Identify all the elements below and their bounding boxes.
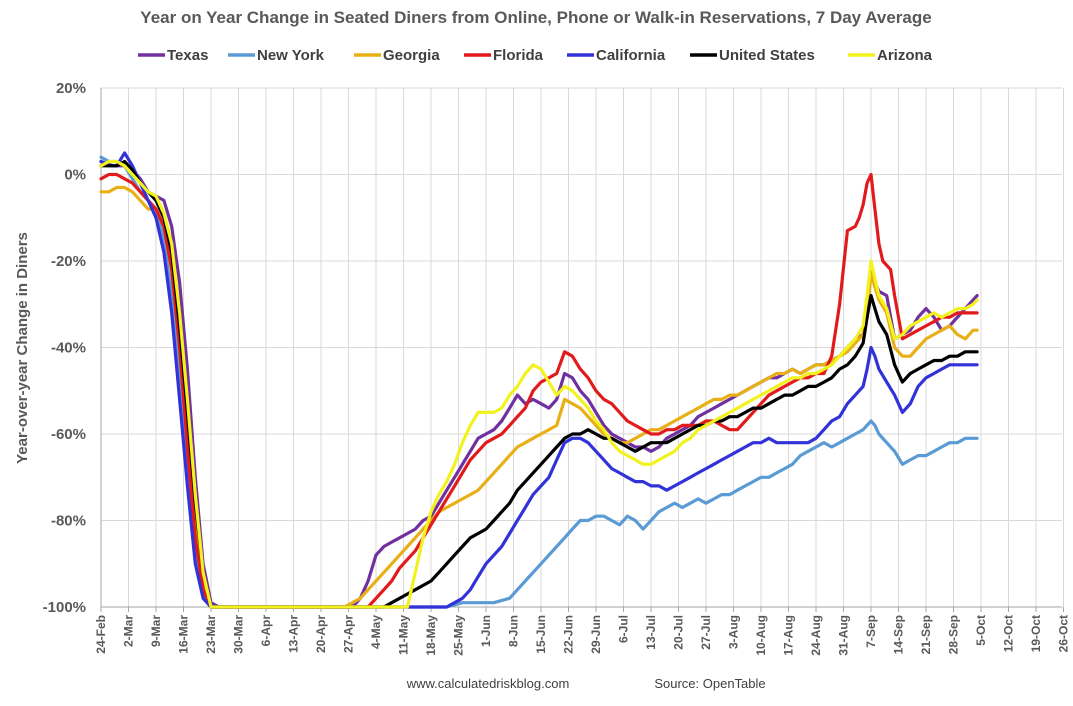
y-axis: 20% 0% -20% -40% -60% -80% -100%	[43, 80, 86, 616]
x-tick-label: 6-Apr	[259, 615, 273, 647]
x-tick-label: 6-Jul	[617, 615, 631, 643]
footer-source: Source: OpenTable	[654, 676, 765, 691]
x-tick-label: 26-Oct	[1057, 615, 1071, 652]
legend-label: New York	[257, 47, 325, 64]
x-tick-label: 20-Apr	[314, 615, 328, 653]
x-tick-label: 1-Jun	[479, 615, 493, 647]
x-tick-label: 30-Mar	[232, 615, 246, 654]
y-tick-label: 0%	[64, 167, 86, 184]
x-tick-label: 29-Jun	[589, 615, 603, 654]
x-tick-label: 24-Aug	[809, 615, 823, 656]
chart-title: Year on Year Change in Seated Diners fro…	[140, 8, 931, 27]
legend-label: California	[596, 47, 666, 64]
series-line-arizona	[99, 159, 979, 609]
x-tick-label: 10-Aug	[754, 615, 768, 656]
x-tick-label: 28-Sep	[947, 615, 961, 654]
series-layer	[99, 151, 979, 609]
x-tick-label: 21-Sep	[919, 615, 933, 654]
x-tick-label: 27-Apr	[342, 615, 356, 653]
series-line-california	[99, 151, 979, 609]
x-tick-label: 11-May	[397, 615, 411, 655]
series-line-united-states	[99, 159, 979, 609]
legend: Texas New York Georgia Florida California Uni…	[138, 47, 933, 64]
footer-website: www.calculatedriskblog.com	[406, 676, 570, 691]
legend-label: Texas	[167, 47, 208, 64]
x-tick-label: 5-Oct	[974, 615, 988, 646]
x-tick-label: 12-Oct	[1002, 615, 1016, 652]
x-tick-label: 8-Jun	[507, 615, 521, 647]
x-tick-label: 31-Aug	[837, 615, 851, 656]
x-tick-label: 27-Jul	[699, 615, 713, 650]
x-tick-label: 23-Mar	[204, 615, 218, 654]
x-tick-label: 4-May	[369, 615, 383, 649]
series-line-florida	[99, 172, 979, 609]
x-tick-label: 19-Oct	[1029, 615, 1043, 652]
y-tick-label: -100%	[43, 599, 86, 616]
x-tick-label: 7-Sep	[864, 615, 878, 648]
x-tick-label: 20-Jul	[672, 615, 686, 650]
x-tick-label: 13-Apr	[287, 615, 301, 653]
x-tick-label: 2-Mar	[122, 615, 136, 647]
x-tick-label: 24-Feb	[94, 615, 108, 654]
y-tick-label: -40%	[51, 340, 86, 357]
x-tick-label: 22-Jun	[562, 615, 576, 654]
x-tick-label: 14-Sep	[892, 615, 906, 654]
x-tick-label: 18-May	[424, 615, 438, 656]
legend-label: Georgia	[383, 47, 440, 64]
x-tick-label: 17-Aug	[782, 615, 796, 656]
x-tick-label: 9-Mar	[149, 615, 163, 647]
y-tick-label: -60%	[51, 426, 86, 443]
x-tick-label: 16-Mar	[177, 615, 191, 654]
legend-label: Florida	[493, 47, 544, 64]
x-axis: 24-Feb 2-Mar 9-Mar 16-Mar 23-Mar 30-Mar 6-Apr 1…	[94, 607, 1071, 656]
y-tick-label: 20%	[56, 80, 86, 97]
legend-label: Arizona	[877, 47, 933, 64]
x-tick-label: 13-Jul	[644, 615, 658, 650]
x-tick-label: 25-May	[452, 615, 466, 656]
y-tick-label: -80%	[51, 513, 86, 530]
legend-label: United States	[719, 47, 815, 64]
x-tick-label: 15-Jun	[534, 615, 548, 654]
y-axis-label: Year-over-year Change in Diners	[14, 232, 31, 464]
x-tick-label: 3-Aug	[727, 615, 741, 649]
y-tick-label: -20%	[51, 253, 86, 270]
